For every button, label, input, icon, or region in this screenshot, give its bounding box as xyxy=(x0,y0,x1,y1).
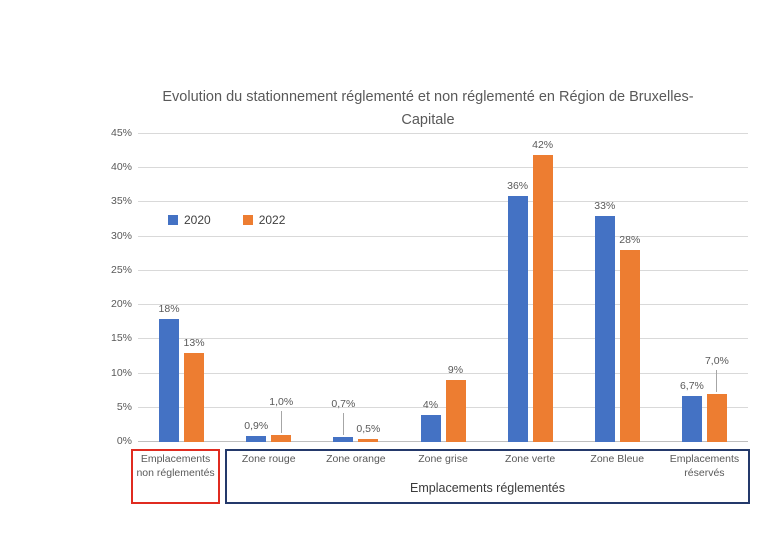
chart-title: Evolution du stationnement réglementé et… xyxy=(162,89,694,128)
category-label-zone-bleue: Zone Bleue xyxy=(590,453,645,465)
bar-2022-emplacements-non-reglementes xyxy=(184,353,205,442)
gridline-45 xyxy=(138,133,748,134)
gridline-35 xyxy=(138,201,748,203)
bar-2022-zone-grise xyxy=(445,380,466,442)
bar-label-2020-emplacements-non-reglementes: 18% xyxy=(158,302,180,315)
bar-2022-zone-bleue xyxy=(619,250,640,442)
regulated-group-label: Emplacements réglementés xyxy=(410,481,565,495)
leader-line-2020-zone-orange xyxy=(342,413,344,436)
gridline-30 xyxy=(138,235,748,237)
bar-label-2020-zone-verte: 36% xyxy=(507,179,529,192)
y-axis-label-30: 30% xyxy=(110,229,132,242)
bar-label-2020-zone-rouge: 0,9% xyxy=(244,419,269,432)
y-axis-label-0: 0% xyxy=(116,435,132,447)
gridline-10 xyxy=(138,372,748,374)
gridline-15 xyxy=(138,338,748,340)
gridline-20 xyxy=(138,304,748,306)
bar-2020-zone-orange xyxy=(333,437,354,442)
bar-label-2022-zone-grise: 9% xyxy=(447,364,464,377)
category-label-zone-rouge: Zone rouge xyxy=(241,453,296,465)
bar-2020-zone-verte xyxy=(507,195,528,442)
gridline-0 xyxy=(138,441,748,442)
bar-label-2022-emplacements-reserves: 7,0% xyxy=(704,355,729,368)
y-axis-label-15: 15% xyxy=(110,332,132,345)
legend-swatch-2020-icon xyxy=(168,215,178,225)
y-axis-label-25: 25% xyxy=(110,263,132,276)
bar-label-2020-emplacements-reserves: 6,7% xyxy=(679,380,704,393)
gridline-25 xyxy=(138,269,748,271)
legend-item-2022: 2022 xyxy=(242,213,286,227)
y-axis-label-5: 5% xyxy=(116,400,132,413)
bar-label-2022-emplacements-non-reglementes: 13% xyxy=(183,337,205,350)
bar-2020-emplacements-reserves xyxy=(681,396,702,442)
plot-area: 0% 5% 10% 15% 20% 25% 30% 35% 40% 45% 18% 0,9% 0,7% 4… xyxy=(111,127,748,447)
legend-label-2020: 2020 xyxy=(184,213,211,227)
bar-label-2022-zone-verte: 42% xyxy=(532,138,554,151)
y-axis-label-45: 45% xyxy=(110,127,132,139)
bar-label-2020-zone-orange: 0,7% xyxy=(331,398,356,411)
category-label-emplacements-reserves: Emplacements réservés xyxy=(669,453,740,479)
legend-label-2022: 2022 xyxy=(258,213,286,227)
bar-2020-zone-bleue xyxy=(594,216,615,442)
bar-2020-zone-grise xyxy=(420,414,441,442)
legend: 2020 2022 xyxy=(168,213,285,227)
y-axis-label-40: 40% xyxy=(110,161,132,174)
category-label-zone-orange: Zone orange xyxy=(326,453,386,465)
bar-2022-zone-rouge xyxy=(271,435,292,442)
y-axis-label-35: 35% xyxy=(110,195,132,208)
legend-item-2020: 2020 xyxy=(168,213,211,227)
leader-line-2022-zone-rouge xyxy=(280,411,282,434)
unregulated-group-box xyxy=(131,449,220,504)
leader-line-2022-emplacements-reserves xyxy=(716,370,718,393)
bar-2022-zone-orange xyxy=(358,438,379,442)
y-axis-label-20: 20% xyxy=(110,298,132,311)
regulated-group-box xyxy=(225,449,750,504)
gridline-5 xyxy=(138,406,748,408)
category-label-zone-verte: Zone verte xyxy=(505,453,556,465)
category-label-zone-grise: Zone grise xyxy=(418,453,468,465)
bar-label-2020-zone-grise: 4% xyxy=(422,398,439,411)
y-axis-label-10: 10% xyxy=(110,366,132,379)
legend-swatch-2022-icon xyxy=(242,215,253,225)
gridline-40 xyxy=(138,167,748,169)
bar-2022-zone-verte xyxy=(532,154,553,442)
bar-label-2022-zone-orange: 0,5% xyxy=(356,422,381,435)
bar-2020-zone-rouge xyxy=(246,435,267,442)
bar-2022-emplacements-reserves xyxy=(706,394,727,442)
bar-label-2020-zone-bleue: 33% xyxy=(594,200,616,213)
bar-label-2022-zone-bleue: 28% xyxy=(619,234,641,247)
bar-label-2022-zone-rouge: 1,0% xyxy=(269,396,294,409)
category-label-emplacements-non-reglementes: Emplacements non réglementés xyxy=(136,453,215,479)
bar-2020-emplacements-non-reglementes xyxy=(159,318,180,442)
